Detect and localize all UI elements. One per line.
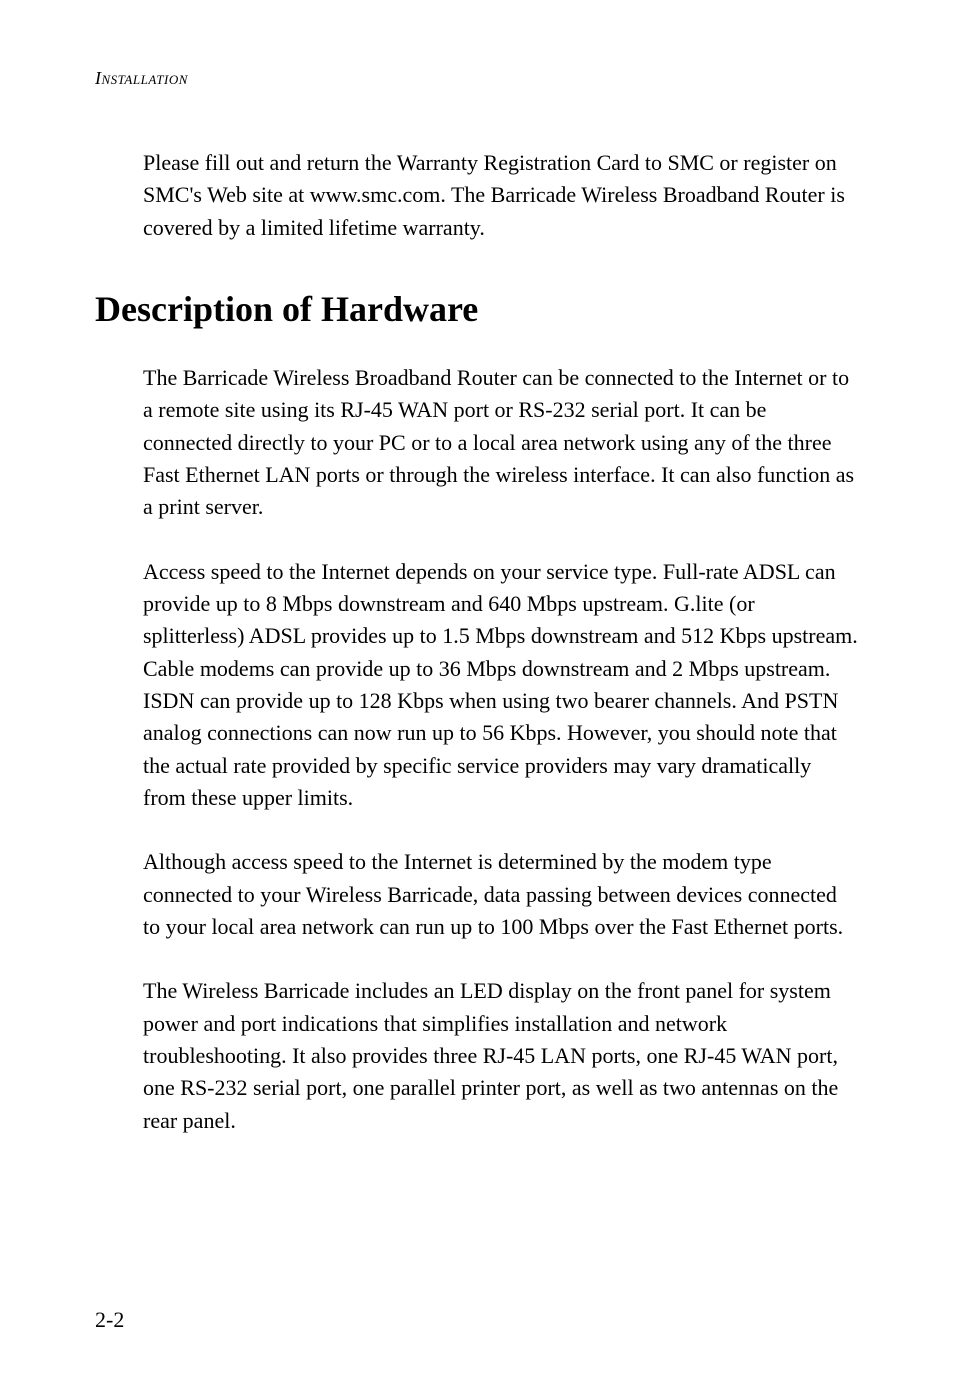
page-number: 2-2 [95,1307,124,1333]
section-heading: Description of Hardware [95,288,859,330]
intro-paragraph: Please fill out and return the Warranty … [143,147,859,244]
running-header: Installation [95,68,859,89]
body-paragraph-3: Although access speed to the Internet is… [143,846,859,943]
body-paragraph-1: The Barricade Wireless Broadband Router … [143,362,859,524]
body-paragraph-2: Access speed to the Internet depends on … [143,556,859,815]
body-paragraph-4: The Wireless Barricade includes an LED d… [143,975,859,1137]
